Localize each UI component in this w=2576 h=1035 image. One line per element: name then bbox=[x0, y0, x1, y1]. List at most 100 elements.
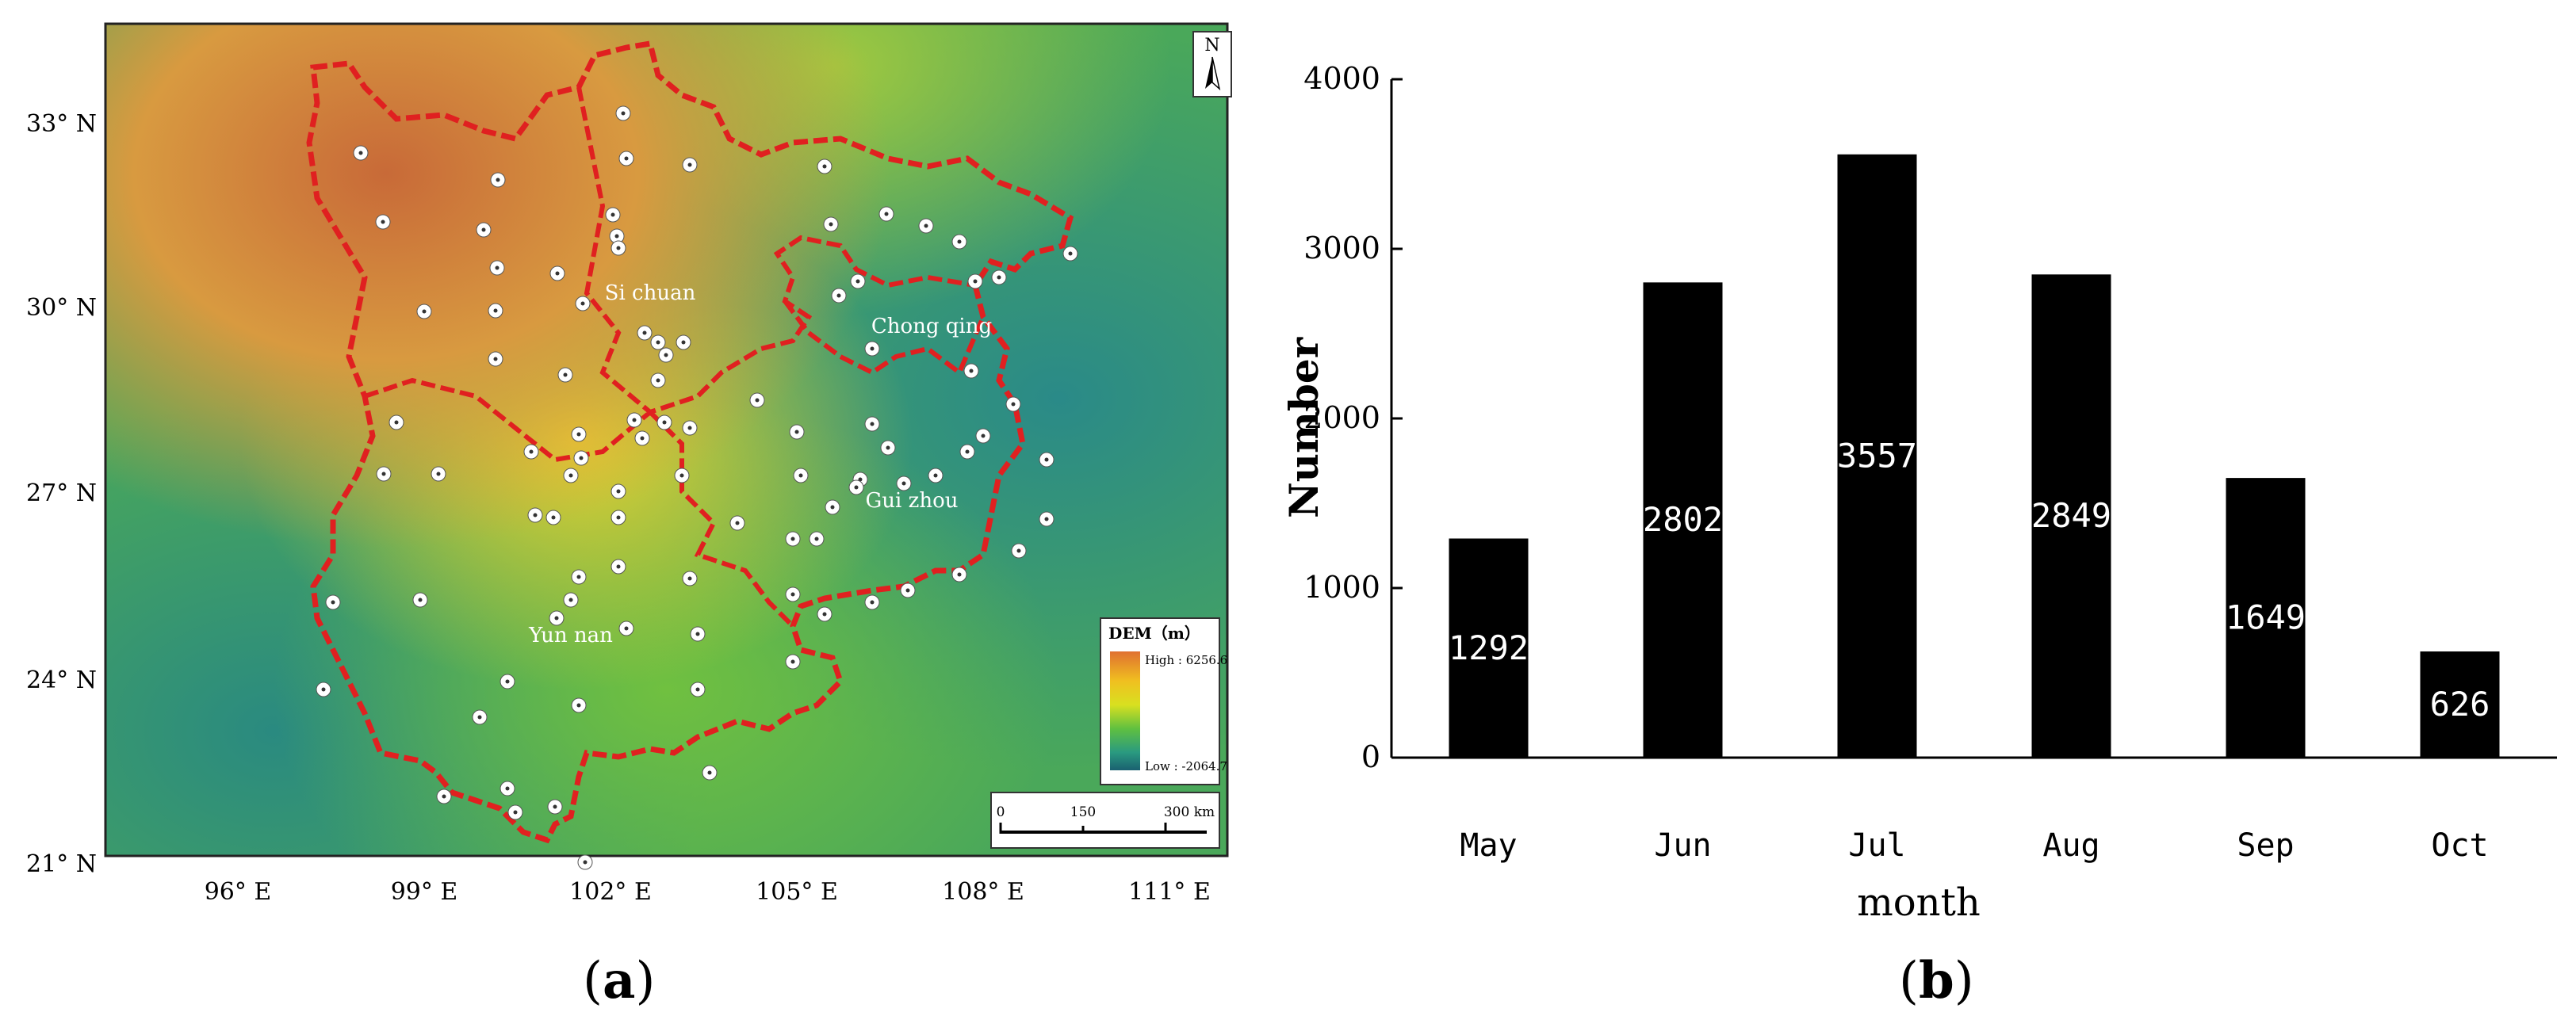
lat-label-30: 30° N bbox=[26, 294, 97, 322]
chart-axes: 0 1000 2000 3000 4000 May Jun Jul Aug Sep Oct bbox=[1303, 61, 2557, 864]
x-tick-label: Sep bbox=[2237, 827, 2294, 864]
station-marker-dot bbox=[829, 222, 833, 227]
station-marker-dot bbox=[814, 537, 819, 541]
station-marker-dot bbox=[687, 576, 692, 581]
dem-legend: DEM（m） High : 6256.6 Low : -2064.7 bbox=[1100, 617, 1227, 785]
north-arrow-icon bbox=[1205, 57, 1212, 89]
bar-sep bbox=[2226, 478, 2306, 758]
caption-b-letter: b bbox=[1918, 951, 1954, 1010]
station-marker-dot bbox=[798, 473, 803, 478]
station-marker-dot bbox=[616, 564, 621, 569]
station-marker-dot bbox=[418, 598, 423, 602]
station-marker-dot bbox=[755, 398, 760, 403]
station-marker-dot bbox=[616, 489, 621, 494]
station-marker-dot bbox=[981, 433, 986, 438]
station-marker-dot bbox=[973, 279, 978, 284]
y-axis-title: Number bbox=[1280, 337, 1327, 518]
station-marker-dot bbox=[662, 420, 667, 425]
station-marker-dot bbox=[576, 703, 581, 708]
station-marker-dot bbox=[481, 227, 486, 232]
lat-label-33: 33° N bbox=[26, 110, 97, 138]
station-marker-dot bbox=[687, 162, 692, 167]
station-marker-dot bbox=[656, 378, 660, 383]
station-marker-dot bbox=[790, 659, 795, 664]
lat-label-21: 21° N bbox=[26, 850, 97, 878]
station-marker-dot bbox=[969, 369, 974, 373]
station-marker-dot bbox=[568, 598, 573, 602]
bar-value-label: 626 bbox=[2430, 685, 2490, 724]
station-marker-dot bbox=[513, 810, 518, 815]
station-marker-dot bbox=[870, 600, 875, 605]
station-marker-dot bbox=[611, 212, 615, 217]
station-marker-dot bbox=[886, 445, 890, 450]
station-marker-dot bbox=[933, 473, 938, 478]
station-marker-dot bbox=[870, 346, 875, 351]
lon-label-105: 105° E bbox=[756, 878, 838, 906]
caption-a: (a) bbox=[583, 951, 656, 1010]
station-marker-dot bbox=[905, 588, 910, 593]
region-label-sichuan: Si chuan bbox=[605, 281, 696, 305]
station-marker-dot bbox=[505, 679, 510, 684]
station-marker-dot bbox=[493, 357, 498, 361]
station-marker-dot bbox=[505, 786, 510, 791]
station-marker-dot bbox=[533, 513, 538, 518]
region-label-yunnan: Yun nan bbox=[528, 624, 613, 647]
station-marker-dot bbox=[624, 156, 629, 161]
study-area-boundary bbox=[306, 40, 1074, 844]
y-tick-label: 0 bbox=[1361, 739, 1380, 774]
station-marker-dot bbox=[616, 246, 621, 250]
station-marker-dot bbox=[624, 626, 629, 631]
station-marker-dot bbox=[790, 537, 795, 541]
lon-label-108: 108° E bbox=[942, 878, 1024, 906]
scale-label-300: 300 km bbox=[1164, 804, 1215, 820]
station-marker-dot bbox=[836, 293, 841, 298]
legend-low: Low : -2064.7 bbox=[1145, 759, 1227, 773]
station-marker-dot bbox=[957, 239, 962, 244]
province-boundary-inner bbox=[364, 86, 986, 628]
x-axis-title: month bbox=[1857, 880, 1981, 925]
station-marker-dot bbox=[555, 271, 560, 276]
station-marker-dot bbox=[331, 600, 335, 605]
bar-jul bbox=[1837, 154, 1917, 758]
station-marker-dot bbox=[664, 353, 668, 357]
station-marker-dot bbox=[551, 515, 556, 520]
region-label-chongqing: Chong qing bbox=[871, 315, 992, 338]
longitude-labels: 96° E 99° E 102° E 105° E 108° E 111° E bbox=[205, 878, 1211, 906]
legend-color-ramp bbox=[1110, 651, 1140, 770]
station-marker-dot bbox=[496, 178, 500, 182]
y-tick-label: 4000 bbox=[1303, 61, 1380, 96]
monthly-count-chart: 0 1000 2000 3000 4000 May Jun Jul Aug Sep Oct 1292… bbox=[1280, 61, 2557, 925]
station-marker-dot bbox=[822, 612, 827, 617]
station-marker-dot bbox=[394, 420, 399, 425]
station-marker-dot bbox=[554, 616, 559, 621]
station-marker-dot bbox=[568, 473, 573, 478]
station-marker-dot bbox=[422, 309, 427, 314]
chart-value-labels: 1292 2802 3557 2849 1649 626 bbox=[1449, 436, 2490, 724]
station-marker-dot bbox=[642, 330, 647, 335]
station-marker-dot bbox=[1068, 251, 1073, 256]
bar-jun bbox=[1643, 282, 1723, 758]
station-marker-dot bbox=[858, 477, 863, 482]
lon-label-111: 111° E bbox=[1128, 878, 1211, 906]
station-marker-dot bbox=[583, 860, 588, 865]
station-marker-dot bbox=[632, 418, 637, 422]
station-marker-dot bbox=[884, 212, 889, 216]
bar-value-label: 2802 bbox=[1643, 500, 1723, 539]
station-marker-dot bbox=[901, 481, 906, 486]
station-marker-dot bbox=[381, 220, 385, 224]
station-marker-dot bbox=[1044, 457, 1049, 462]
bar-may bbox=[1449, 538, 1529, 758]
station-marker-dot bbox=[493, 308, 498, 313]
map-frame bbox=[104, 22, 1229, 857]
station-marker-dot bbox=[580, 301, 585, 306]
weather-stations bbox=[316, 105, 1078, 870]
station-marker-dot bbox=[621, 111, 626, 116]
station-marker-dot bbox=[576, 575, 581, 579]
station-marker-dot bbox=[830, 505, 835, 510]
station-marker-dot bbox=[553, 804, 557, 809]
station-marker-dot bbox=[735, 521, 740, 525]
bar-value-label: 1649 bbox=[2226, 598, 2306, 637]
station-marker-dot bbox=[822, 164, 827, 169]
station-marker-dot bbox=[870, 422, 875, 426]
